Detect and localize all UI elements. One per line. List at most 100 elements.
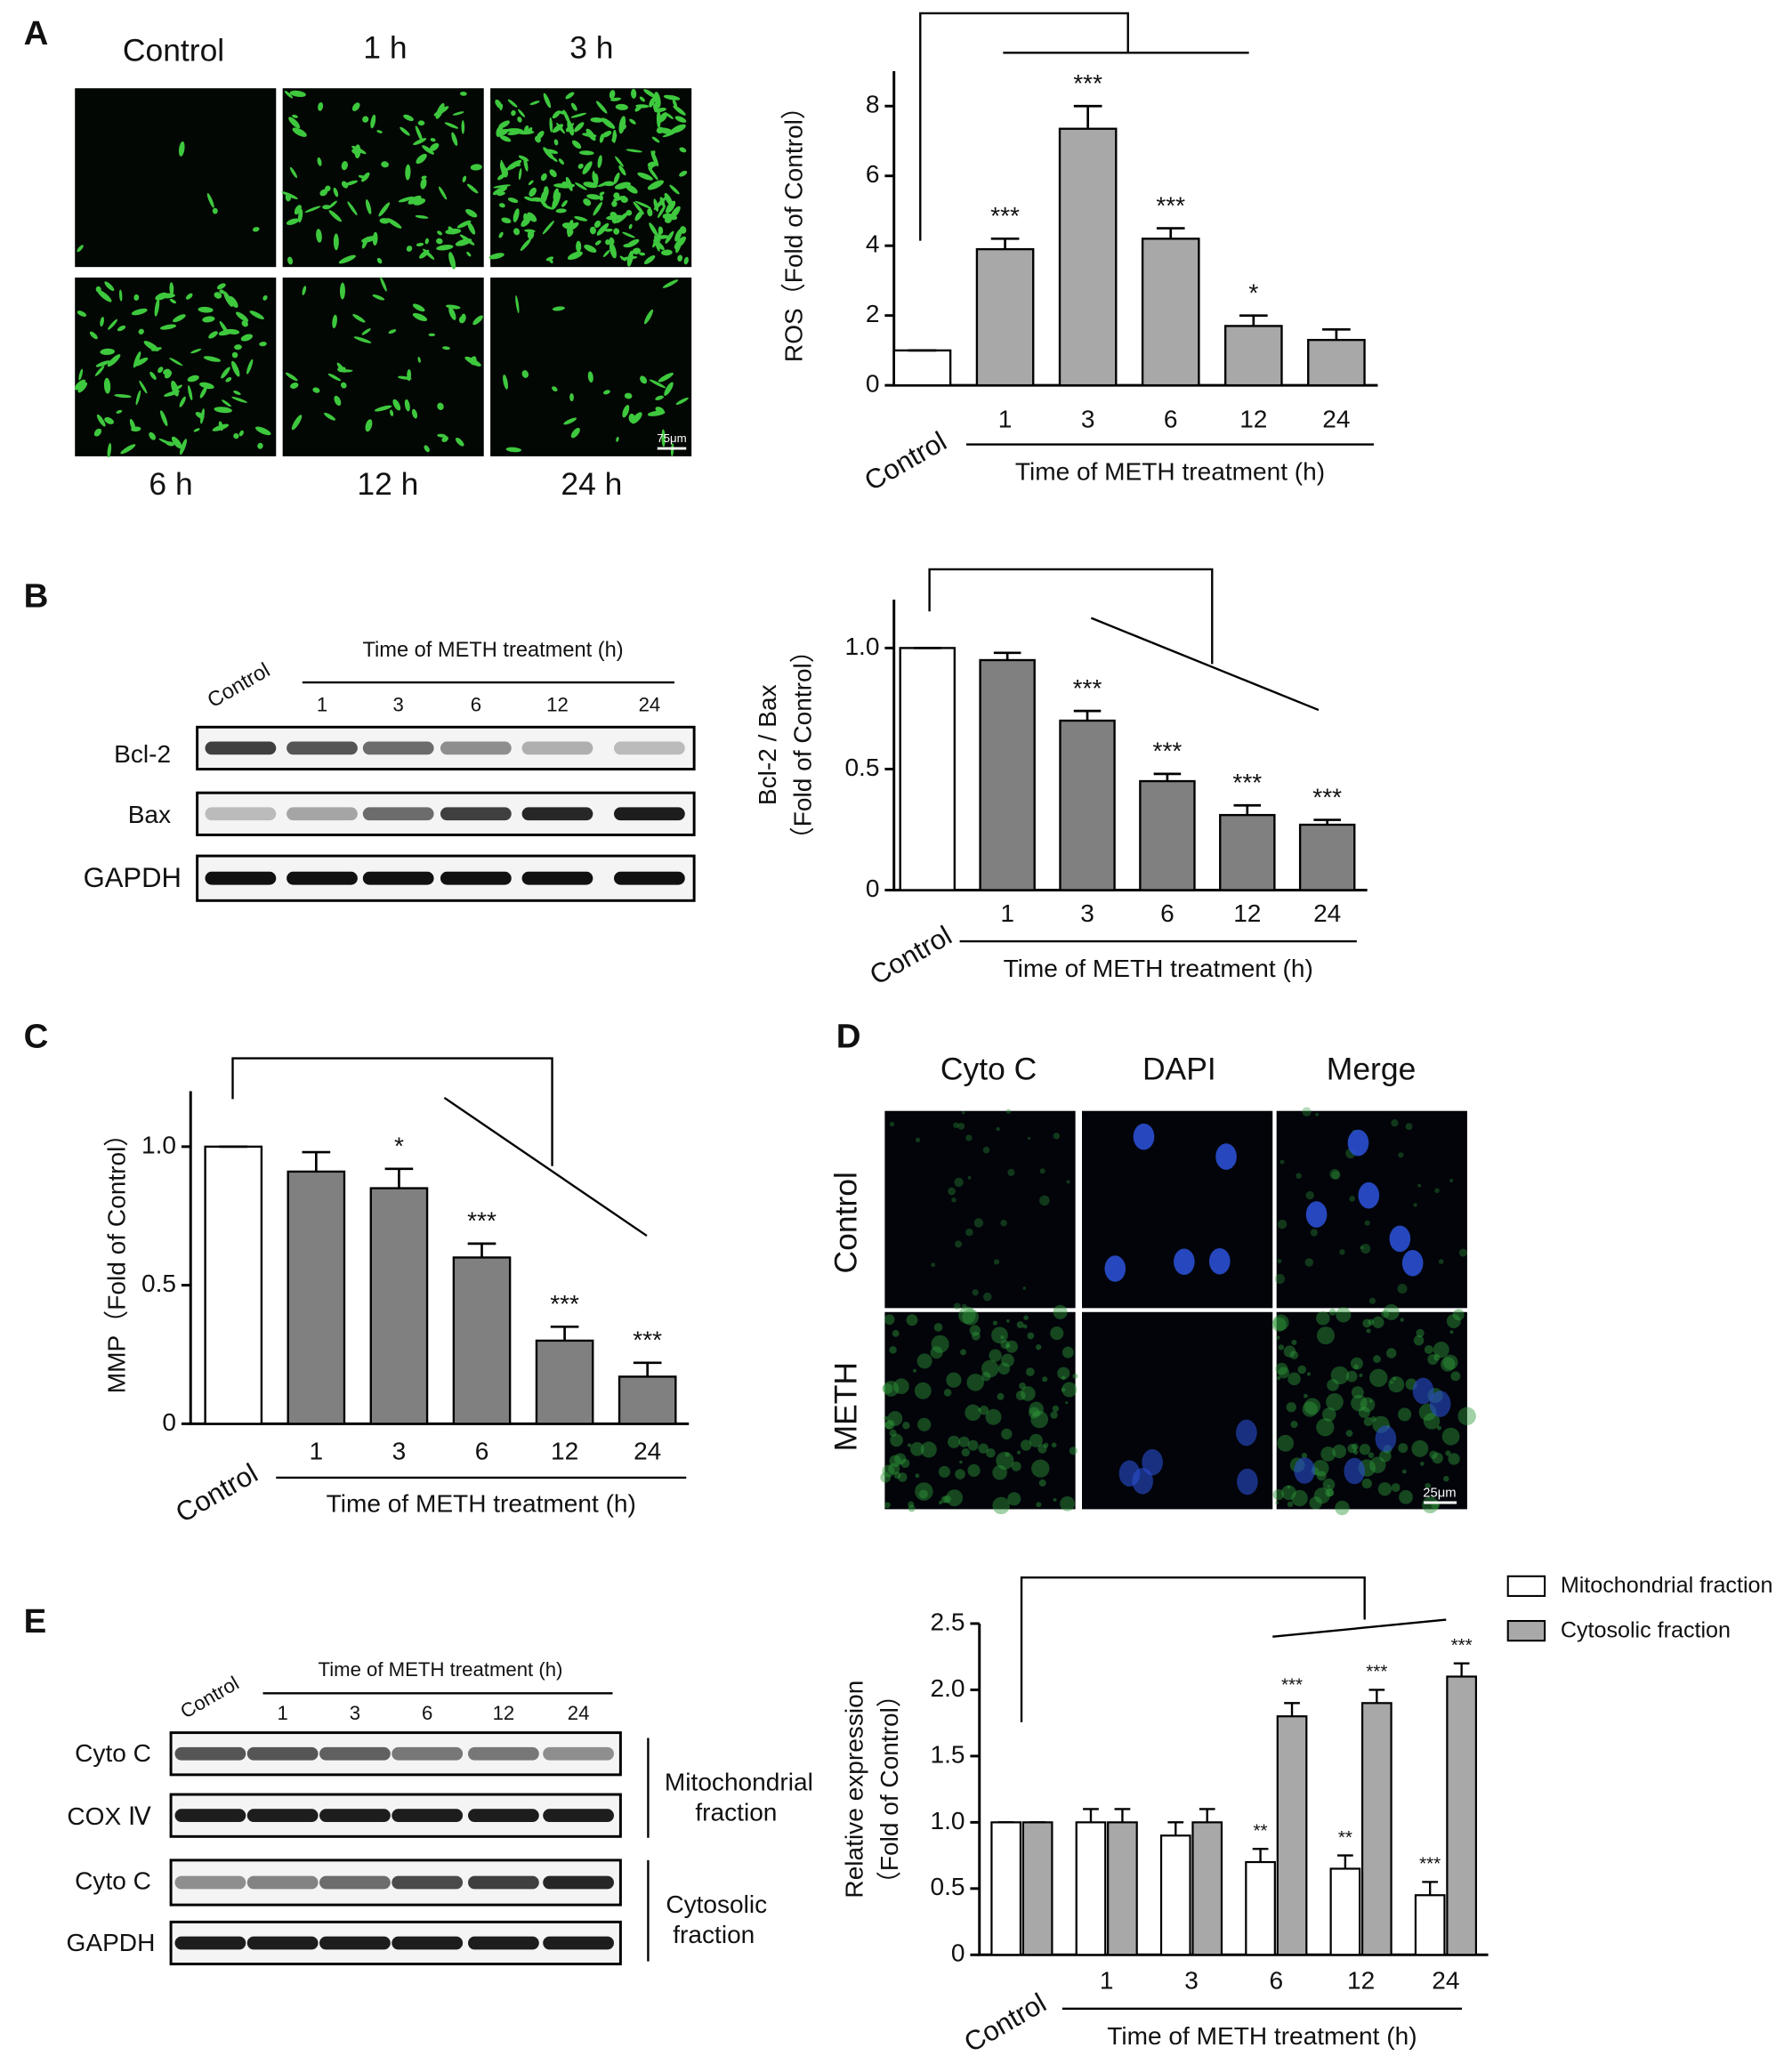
cell <box>545 256 554 262</box>
significance: ** <box>1254 1820 1268 1841</box>
significance: *** <box>1451 1635 1473 1656</box>
cell <box>567 251 583 261</box>
image-label: 1 h <box>363 30 407 66</box>
fraction-label: Cytosolic <box>666 1891 767 1918</box>
cell <box>424 238 429 245</box>
nucleus <box>1215 1143 1237 1170</box>
signal <box>893 1471 901 1479</box>
error-bar <box>990 238 1020 250</box>
signal <box>1275 1501 1279 1504</box>
cell <box>284 91 294 99</box>
signal <box>1015 1391 1026 1400</box>
cell <box>527 212 537 222</box>
cell <box>647 180 665 190</box>
signal <box>1446 1314 1461 1329</box>
cell <box>654 92 661 109</box>
cell <box>344 180 359 186</box>
signal <box>953 1122 959 1129</box>
cell <box>324 412 336 421</box>
signal <box>1429 1450 1438 1459</box>
cell <box>466 251 472 257</box>
cell <box>286 218 300 225</box>
signal <box>1441 1357 1456 1372</box>
cell <box>498 231 504 238</box>
cell <box>567 230 574 238</box>
cell <box>415 214 429 219</box>
cell <box>672 99 678 108</box>
signal <box>992 1496 1010 1515</box>
cell <box>351 149 359 155</box>
signal <box>989 1349 1002 1362</box>
band <box>174 1746 246 1761</box>
signal <box>906 1314 918 1326</box>
error-bar <box>633 1361 662 1377</box>
cell <box>133 351 141 368</box>
y-axis-label: Bcl-2 / Bax <box>754 684 781 805</box>
signal <box>1022 1324 1028 1329</box>
signal <box>1277 1259 1282 1264</box>
cell <box>116 409 123 414</box>
bar <box>1141 238 1200 387</box>
cell <box>589 226 596 235</box>
signal <box>1000 1334 1005 1340</box>
cell <box>255 426 271 436</box>
band <box>287 871 358 885</box>
cell <box>599 133 604 143</box>
cell <box>319 189 328 197</box>
band <box>362 741 434 755</box>
y-tick-label: 0 <box>866 875 880 902</box>
signal <box>965 1134 973 1141</box>
nucleus <box>1237 1468 1258 1496</box>
signal <box>967 1175 972 1180</box>
signal <box>1432 1452 1443 1464</box>
cell <box>333 187 339 198</box>
signal <box>1411 1439 1429 1457</box>
signal <box>882 1464 895 1478</box>
blot-header: Time of METH treatment (h) <box>362 639 623 662</box>
cell <box>430 138 436 142</box>
signal <box>1322 1407 1336 1422</box>
cell <box>185 293 193 300</box>
signal <box>931 1262 936 1268</box>
cell <box>238 430 244 437</box>
signal <box>1425 1482 1431 1489</box>
cell <box>338 369 353 373</box>
signal <box>1000 1340 1010 1350</box>
cell <box>202 316 215 323</box>
signal <box>1443 1475 1449 1482</box>
signal <box>889 1121 895 1127</box>
band <box>174 1875 246 1890</box>
x-tick-label: 12 <box>1347 1967 1375 1995</box>
signal <box>1373 1355 1381 1363</box>
cell <box>95 360 110 367</box>
cell <box>593 201 602 216</box>
y-tick-label: 4 <box>866 230 880 258</box>
cell <box>634 200 652 209</box>
signal <box>955 1469 965 1479</box>
cell <box>236 311 249 322</box>
image-label: 3 h <box>569 30 613 66</box>
signal <box>1005 1318 1010 1323</box>
signal <box>1448 1453 1460 1465</box>
cell <box>666 112 674 119</box>
signal <box>1392 1376 1397 1381</box>
signal <box>1061 1387 1066 1392</box>
signal <box>920 1441 937 1458</box>
signal <box>1005 1452 1010 1457</box>
signal <box>890 1433 903 1447</box>
signal <box>1023 1315 1029 1320</box>
cell <box>158 438 174 447</box>
cell <box>438 186 448 200</box>
micrograph <box>1276 1110 1467 1309</box>
micrographs-d <box>880 1107 1476 1516</box>
cell <box>567 220 574 236</box>
cell <box>338 254 356 264</box>
lane-label: 12 <box>546 694 569 716</box>
signal <box>1278 1344 1285 1350</box>
cell <box>218 328 234 336</box>
micrograph <box>75 88 277 268</box>
cell <box>352 314 366 323</box>
significance: *** <box>990 202 1020 230</box>
cell <box>370 114 376 129</box>
bar <box>1191 1821 1223 1956</box>
